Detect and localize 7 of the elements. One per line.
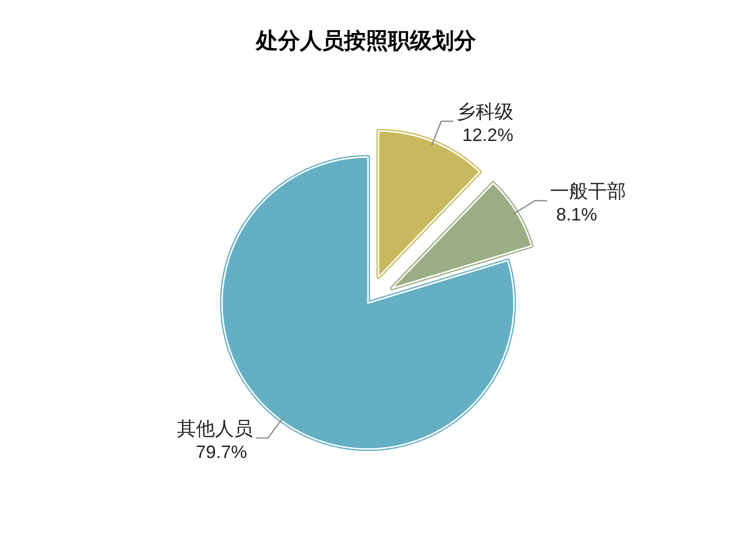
slice-label: 乡科级 — [456, 102, 514, 124]
data-label: 12.2% — [462, 125, 514, 146]
slice-label: 其他人员 — [176, 418, 253, 440]
chart-title: 处分人员按照职级划分 — [255, 28, 477, 53]
slice-label: 一般干部 — [550, 180, 626, 203]
data-label: 79.7% — [196, 442, 247, 462]
data-label: 8.1% — [556, 204, 598, 225]
